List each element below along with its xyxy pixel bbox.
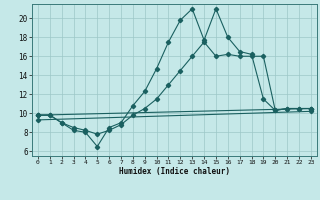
X-axis label: Humidex (Indice chaleur): Humidex (Indice chaleur) [119,167,230,176]
